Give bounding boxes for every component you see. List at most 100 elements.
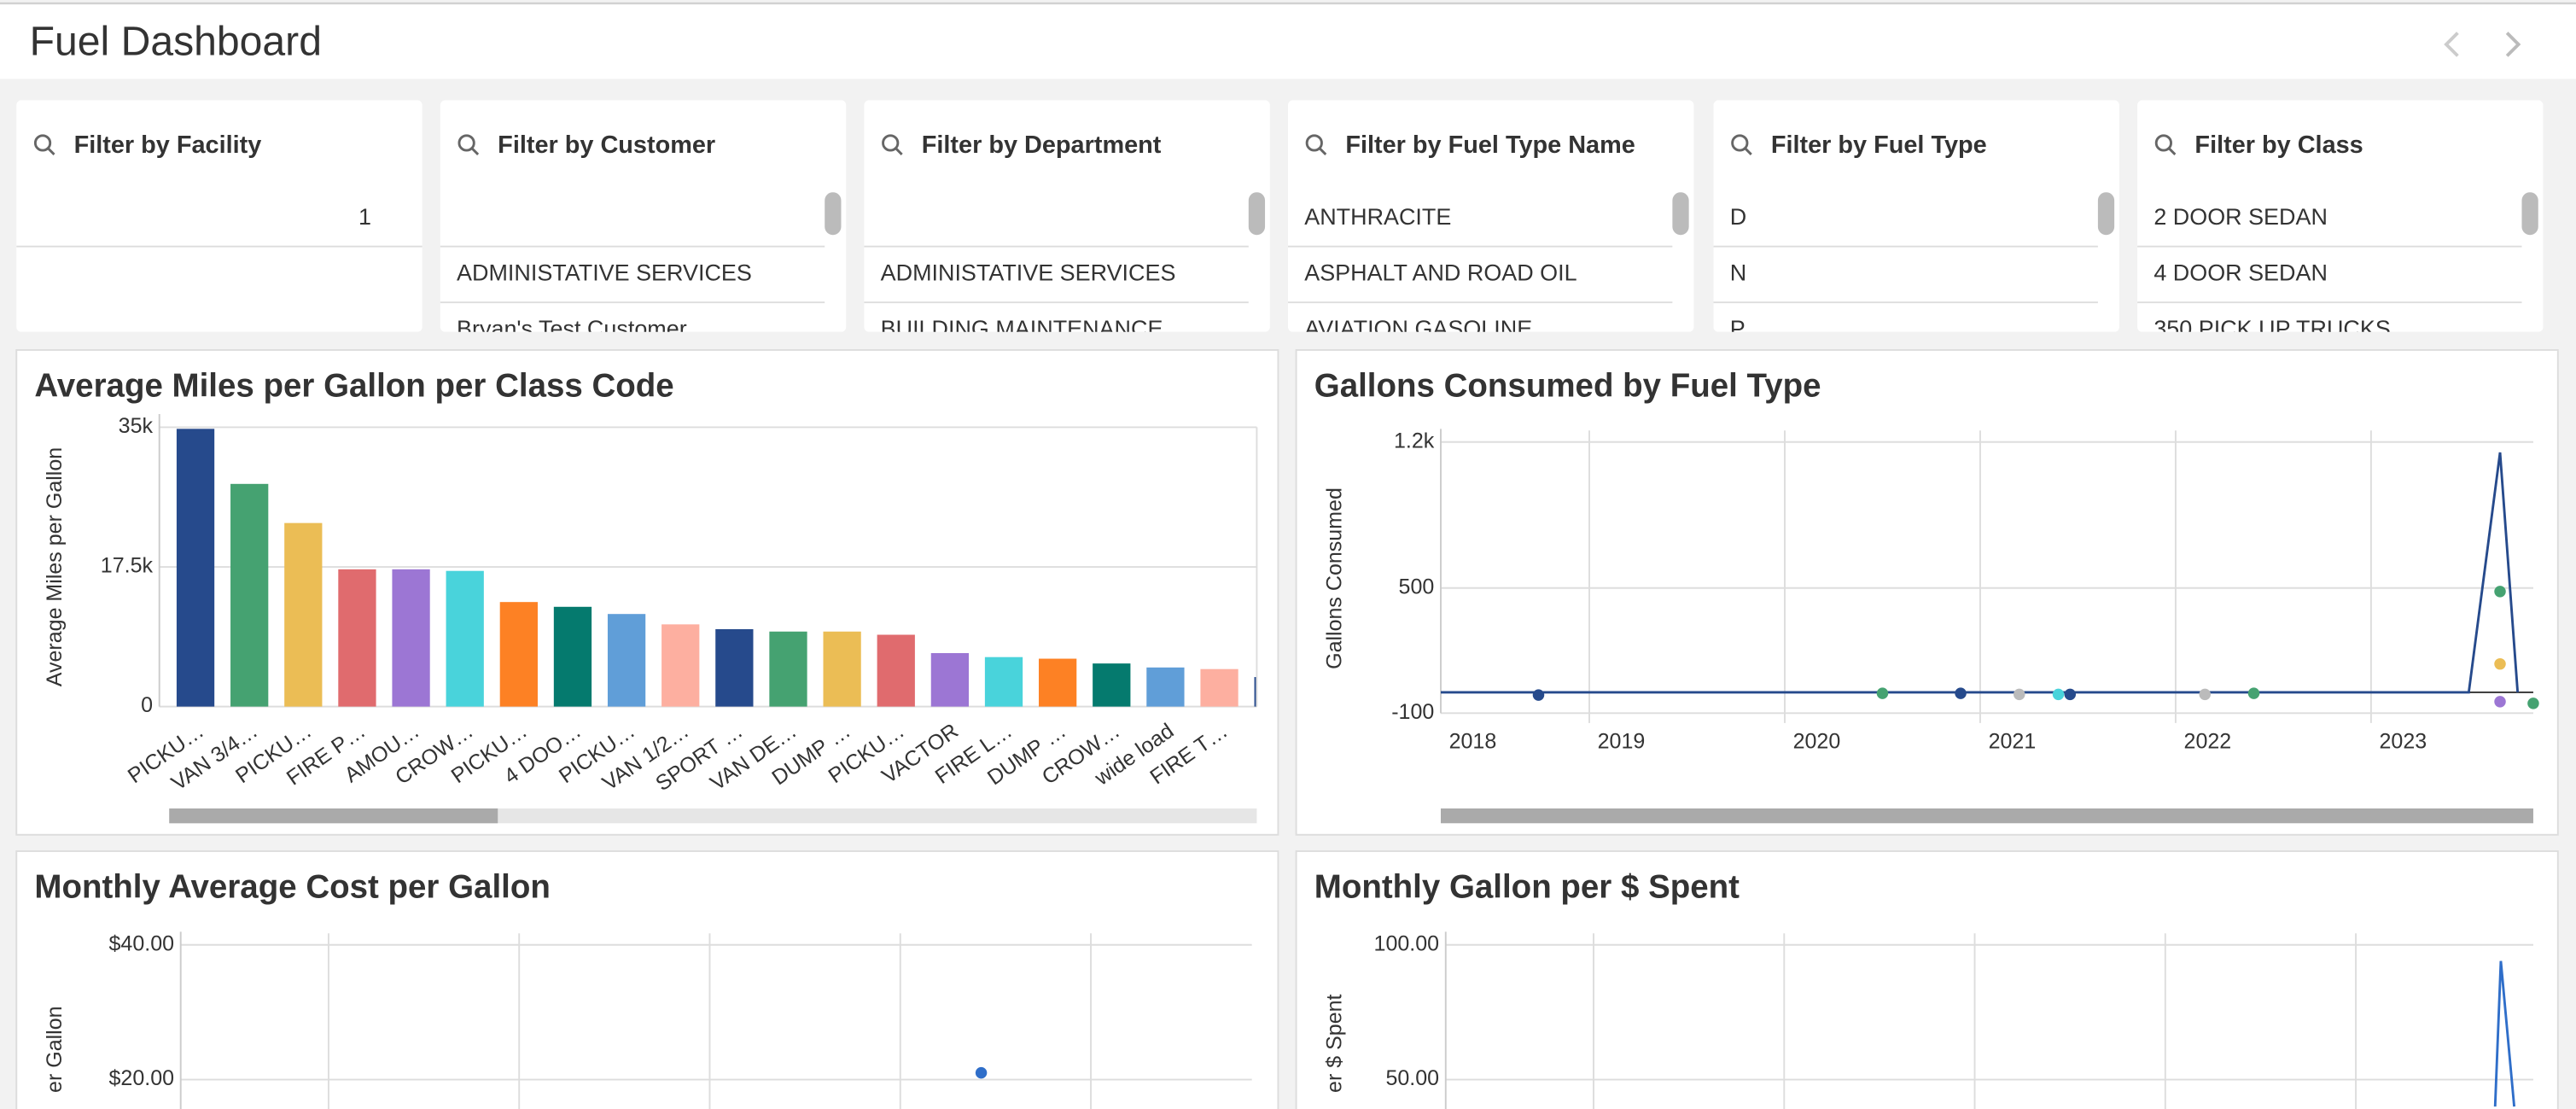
bar xyxy=(176,429,215,707)
y-tick-label: 17.5k xyxy=(101,554,154,578)
x-tick-label: 2021 xyxy=(1989,730,2037,754)
filter-item[interactable]: ASPHALT AND ROAD OIL xyxy=(1304,260,1576,286)
data-point xyxy=(2494,657,2506,670)
x-tick-label: 2023 xyxy=(2380,730,2427,754)
data-point xyxy=(2527,698,2539,709)
search-icon xyxy=(1305,134,1323,152)
data-line xyxy=(2493,960,2516,1107)
search-icon xyxy=(1745,148,1752,155)
filter-item[interactable]: ADMINISTATIVE SERVICES xyxy=(457,260,752,286)
chart-panel xyxy=(1295,850,2559,1109)
bar xyxy=(715,628,754,707)
y-axis-label: Gallons Consumed xyxy=(1322,487,1346,669)
filter-card: Filter by Department ADMINISTATIVE SERVIC… xyxy=(864,100,1270,341)
filter-title[interactable]: Filter by Fuel Type xyxy=(1771,131,1987,159)
bar xyxy=(1200,668,1238,707)
filter-card-bg xyxy=(2137,100,2544,332)
filter-title[interactable]: Filter by Class xyxy=(2194,131,2363,159)
filter-card-bg xyxy=(16,100,423,332)
scrollbar-thumb xyxy=(1672,192,1689,236)
filter-card: Filter by Fuel Type Name ANTHRACITE ASPHAL… xyxy=(1287,100,1694,341)
filter-item[interactable]: Bryan's Test Customer xyxy=(457,316,687,341)
scrollbar-thumb[interactable] xyxy=(169,808,498,824)
bar xyxy=(661,624,700,707)
search-icon xyxy=(47,148,55,155)
bar xyxy=(284,522,323,707)
data-point xyxy=(1876,687,1889,699)
bar xyxy=(338,569,376,707)
filter-item[interactable]: P xyxy=(1730,316,1746,341)
chart-panel xyxy=(15,349,1279,836)
bar xyxy=(607,614,646,707)
x-tick-label: 2022 xyxy=(2184,730,2232,754)
search-icon xyxy=(2154,134,2172,152)
filter-item[interactable]: BUILDING MAINTENANCE xyxy=(881,316,1163,341)
bar xyxy=(446,570,484,707)
chart-title: Monthly Average Cost per Gallon xyxy=(34,868,550,905)
search-icon xyxy=(1319,148,1327,155)
y-axis-label: er Gallon xyxy=(43,1006,67,1093)
search-icon xyxy=(895,148,903,155)
filter-item[interactable]: 4 DOOR SEDAN xyxy=(2153,260,2328,286)
scrollbar-thumb xyxy=(2097,192,2115,236)
search-icon xyxy=(471,148,480,155)
scrollbar-thumb xyxy=(2521,192,2538,236)
filter-item[interactable]: N xyxy=(1730,260,1746,286)
y-axis-label: Average Miles per Gallon xyxy=(43,447,67,686)
filter-card-bg xyxy=(1287,100,1694,332)
y-axis-label: er $ Spent xyxy=(1322,994,1346,1092)
data-point xyxy=(2064,688,2077,701)
y-tick-label: 50.00 xyxy=(1385,1066,1439,1090)
bar xyxy=(499,602,538,707)
filter-card-bg xyxy=(864,100,1270,332)
bar xyxy=(392,569,430,707)
scrollbar-thumb xyxy=(1248,192,1266,236)
filter-card-bg xyxy=(440,100,847,332)
bar xyxy=(1146,667,1185,707)
bar xyxy=(553,606,592,707)
data-point xyxy=(2494,696,2506,708)
next-button[interactable] xyxy=(2505,32,2521,57)
bar xyxy=(1093,663,1131,707)
y-tick-label: -100 xyxy=(1391,700,1434,724)
data-point xyxy=(2494,586,2506,598)
prev-button[interactable] xyxy=(2444,32,2459,57)
filter-item[interactable]: 1 xyxy=(358,204,371,230)
chart-panel xyxy=(1295,349,2559,836)
data-point xyxy=(2199,688,2212,701)
filter-title[interactable]: Filter by Customer xyxy=(498,131,715,159)
filter-title[interactable]: Filter by Facility xyxy=(74,131,262,159)
filter-item[interactable]: ADMINISTATIVE SERVICES xyxy=(881,260,1176,286)
search-icon xyxy=(882,134,900,152)
search-icon xyxy=(1731,134,1749,152)
bar xyxy=(930,653,970,707)
filter-item[interactable]: AVIATION GASOLINE xyxy=(1304,316,1532,341)
filter-title[interactable]: Filter by Department xyxy=(922,131,1162,159)
header-bar xyxy=(0,4,2576,79)
filter-card: Filter by Class 2 DOOR SEDAN 4 DOOR SEDAN 3… xyxy=(2137,100,2544,341)
bar xyxy=(984,657,1023,707)
data-point xyxy=(2014,688,2025,701)
filter-item[interactable]: 2 DOOR SEDAN xyxy=(2153,204,2328,230)
filter-card: Filter by Facility 1 xyxy=(16,100,423,332)
filter-card: Filter by Fuel Type D N P xyxy=(1713,100,2119,341)
filter-item[interactable]: D xyxy=(1730,204,1746,230)
filter-card: Filter by Customer ADMINISTATIVE SERVICES… xyxy=(440,100,847,341)
chart-panel xyxy=(15,850,1279,1109)
bar xyxy=(769,631,807,707)
data-point xyxy=(1532,689,1545,701)
bar xyxy=(823,631,861,707)
plot-area xyxy=(176,429,1257,707)
filter-item[interactable]: 350 PICK UP TRUCKS xyxy=(2153,316,2390,341)
y-tick-label: 35k xyxy=(119,414,154,438)
filter-item[interactable]: ANTHRACITE xyxy=(1304,204,1451,230)
y-tick-label: $40.00 xyxy=(109,931,175,955)
scrollbar-thumb[interactable] xyxy=(1440,808,2533,824)
y-tick-label: 100.00 xyxy=(1374,931,1440,955)
data-point xyxy=(2052,688,2065,701)
filter-title[interactable]: Filter by Fuel Type Name xyxy=(1345,131,1635,159)
bar xyxy=(1039,658,1077,707)
x-tick-label: 2019 xyxy=(1598,730,1646,754)
bar xyxy=(877,634,915,707)
